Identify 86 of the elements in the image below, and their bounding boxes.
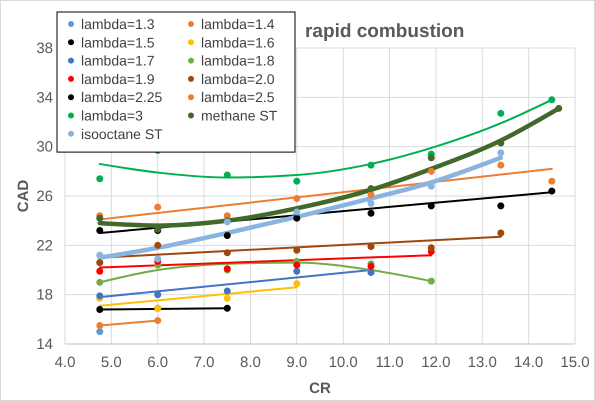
point (224, 249, 231, 256)
point (96, 278, 104, 286)
y-tick-label: 14 (36, 336, 53, 353)
legend-label: lambda=3 (81, 108, 144, 124)
x-tick-label: 13.0 (468, 354, 497, 371)
x-tick-label: 4.0 (54, 354, 76, 371)
legend-label: lambda=1.9 (81, 70, 155, 87)
x-tick-label: 10.0 (328, 354, 358, 371)
point (368, 262, 374, 270)
point (154, 242, 162, 249)
point (293, 208, 300, 216)
point (497, 230, 504, 236)
point (224, 287, 231, 294)
y-tick-label: 22 (36, 237, 53, 254)
x-axis-title: CR (309, 380, 331, 397)
point (497, 202, 504, 210)
legend-label: lambda=1.5 (81, 34, 155, 50)
point (368, 191, 374, 198)
y-axis-title: CAD (15, 180, 32, 212)
x-tick-label: 8.0 (240, 354, 261, 371)
point (497, 110, 504, 117)
point (368, 268, 374, 276)
chart-title: rapid combustion (305, 21, 464, 42)
point (224, 232, 231, 239)
point (96, 259, 104, 266)
point (154, 255, 162, 262)
x-tick-label: 7.0 (194, 354, 215, 371)
point (428, 154, 435, 162)
point (293, 280, 300, 288)
x-tick-label: 14.0 (514, 354, 544, 371)
point (293, 262, 300, 269)
legend-label: lambda=1.6 (201, 34, 275, 50)
point (293, 268, 300, 275)
x-tick-label: 12.0 (421, 354, 451, 371)
point (428, 168, 435, 175)
point (96, 268, 104, 275)
legend-label: lambda=2.5 (201, 89, 275, 106)
point (555, 104, 562, 112)
point (224, 304, 231, 312)
x-tick-label: 6.0 (147, 354, 168, 371)
point (96, 227, 104, 234)
point (548, 188, 556, 195)
legend-label: methane ST (201, 108, 278, 124)
point (96, 322, 104, 329)
point (368, 210, 374, 217)
legend-label: lambda=1.7 (81, 52, 155, 69)
point (154, 204, 162, 211)
point (368, 162, 374, 169)
point (224, 294, 231, 302)
point (293, 214, 300, 222)
x-tick-label: 9.0 (286, 354, 308, 371)
point (368, 243, 374, 250)
x-tick-label: 15.0 (560, 354, 590, 371)
point (428, 278, 435, 285)
y-tick-label: 18 (36, 286, 53, 304)
legend-label: lambda=1.4 (201, 16, 275, 32)
point (293, 178, 300, 185)
legend-label: lambda=2.0 (201, 70, 275, 87)
point (96, 306, 104, 313)
point (368, 200, 374, 207)
x-tick-label: 11.0 (376, 354, 404, 371)
point (96, 214, 104, 222)
legend-label: lambda=2.25 (81, 89, 163, 106)
point (96, 328, 104, 336)
point (224, 172, 231, 179)
point (497, 149, 504, 156)
point (154, 317, 162, 324)
point (154, 291, 162, 298)
point (96, 252, 104, 259)
y-tick-label: 38 (36, 40, 53, 57)
point (368, 185, 374, 192)
legend-label: lambda=1.8 (201, 52, 275, 69)
point (428, 244, 435, 252)
y-tick-label: 34 (36, 89, 53, 106)
y-tick-label: 26 (36, 188, 53, 205)
legend-label: lambda=1.3 (81, 16, 155, 32)
legend-label: isooctane ST (81, 126, 164, 142)
y-tick-label: 30 (36, 138, 53, 156)
point (293, 194, 300, 202)
point (548, 178, 556, 185)
point (428, 202, 435, 210)
point (548, 96, 556, 104)
point (96, 175, 104, 182)
point (497, 162, 504, 169)
point (96, 292, 104, 300)
x-tick-label: 5.0 (100, 354, 122, 371)
